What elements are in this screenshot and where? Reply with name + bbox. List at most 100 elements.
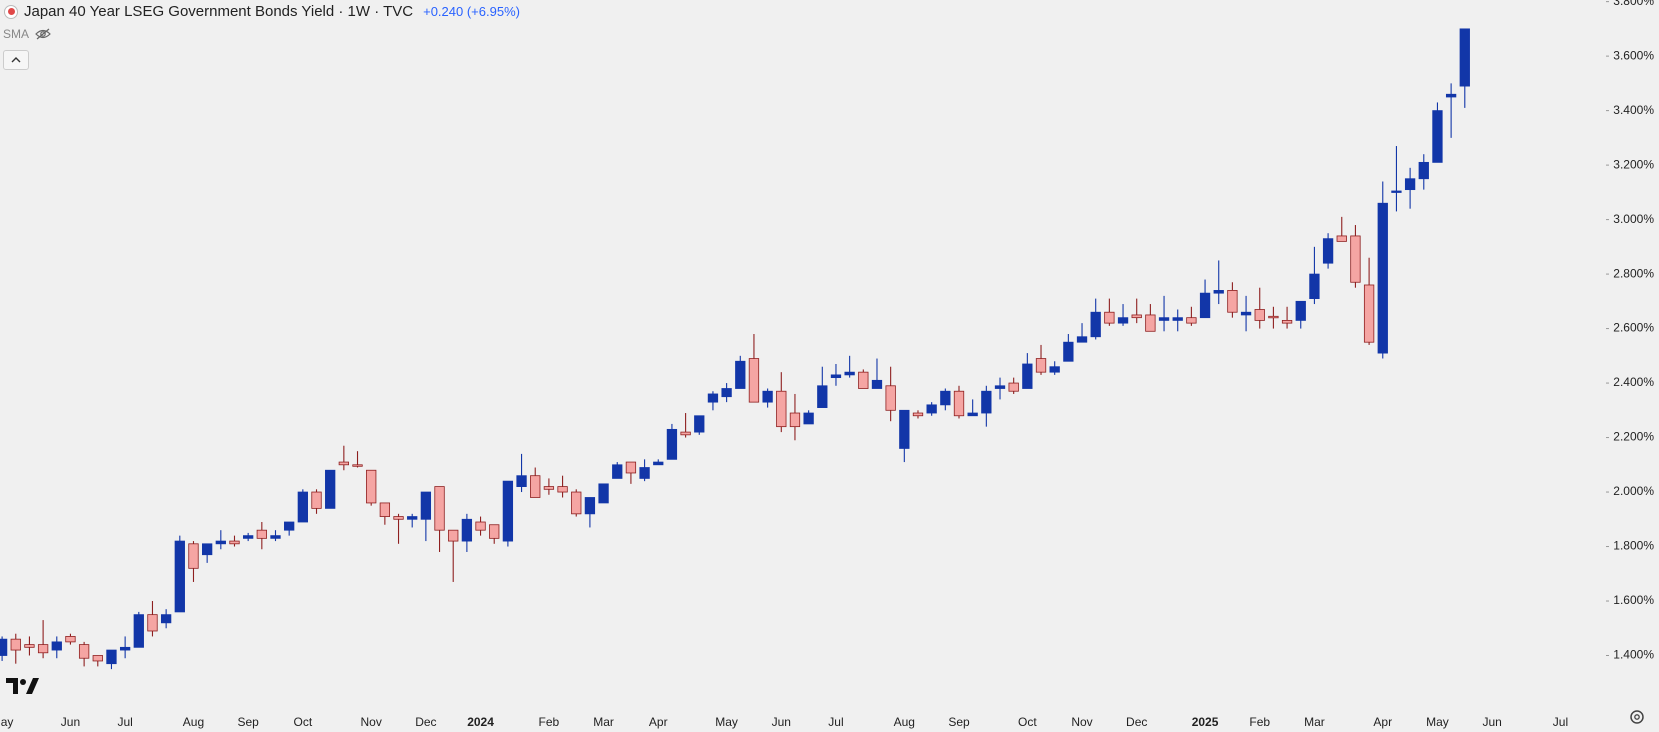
candle-body [24,644,35,648]
indicator-row[interactable]: SMA [3,27,51,41]
x-tick-label: Jul [828,715,843,729]
candle-body [530,475,541,498]
candle-body [1254,309,1265,321]
x-tick-label: Oct [1018,715,1037,729]
candle-body [448,529,459,542]
candle-body [1350,235,1361,283]
candle-body [899,409,910,449]
x-tick-label: Nov [361,715,382,729]
candle-body [885,385,896,411]
x-tick-label: Jul [117,715,132,729]
candle-body [1049,366,1060,373]
candle-body [338,461,350,466]
candle-body [160,614,172,624]
symbol-icon [4,4,18,19]
candle-body [284,521,295,531]
candle-body [379,502,391,517]
candle-body [1309,273,1320,300]
candle-body [653,461,664,466]
candle-body [1090,311,1101,338]
y-tick-label: 2.200% [1613,430,1654,444]
candle-body [571,491,582,515]
x-tick-label: 2025 [1192,715,1219,729]
settings-icon[interactable] [1630,710,1644,724]
candle-body [639,467,650,479]
candle-body [817,385,828,408]
candle-body [10,638,21,651]
x-tick-label: Jun [1482,715,1501,729]
x-tick-label: Aug [183,715,204,729]
candle-body [0,638,8,656]
candle-body [201,543,213,556]
candle-body [1008,382,1019,392]
x-tick-label: Dec [415,715,436,729]
candle-body [1199,292,1211,319]
collapse-button[interactable] [3,50,29,70]
hidden-icon[interactable] [35,28,51,40]
chart-title: Japan 40 Year LSEG Government Bonds Yiel… [24,3,414,20]
candle-body [543,486,555,490]
candle-body [748,358,760,403]
candle-body [1432,110,1443,163]
y-tick-label: 1.400% [1613,648,1654,662]
x-tick-label: Nov [1071,715,1092,729]
candle-body [393,516,404,520]
candle-body [174,540,185,613]
candle-body [65,636,76,643]
candle-body [502,480,514,542]
candle-body [1377,202,1388,354]
candle-body [1063,341,1074,362]
candle-body [612,464,623,479]
candle-body [1445,93,1457,98]
x-tick-label: Apr [649,715,668,729]
candle-body [830,374,842,379]
candle-body [735,360,746,389]
candle-body [1404,178,1416,191]
x-tick-label: Mar [1304,715,1325,729]
candle-body [557,486,568,493]
tv-logo [6,678,39,694]
candle-body [1186,317,1197,324]
y-tick-label: 2.800% [1613,266,1654,280]
x-tick-label: Jul [1553,715,1568,729]
x-tick-label: Feb [1249,715,1270,729]
x-tick-label: Dec [1126,715,1147,729]
x-tick-label: Jun [772,715,791,729]
y-tick-label: 2.000% [1613,484,1654,498]
candle-body [1035,358,1047,373]
x-tick-label: 2024 [467,715,494,729]
x-tick-label: Oct [294,715,313,729]
candle-body [1104,311,1115,324]
candle-body [1076,336,1088,343]
candle-body [953,390,965,417]
candle-body [1213,290,1224,294]
candle-body [461,518,473,542]
candle-body [981,390,992,414]
candle-body [1418,161,1429,180]
candle-body [516,475,527,487]
candle-body [78,644,90,659]
candle-body [940,390,951,406]
y-tick-label: 3.400% [1613,103,1654,117]
candle-body [106,649,117,665]
candle-body [871,379,883,389]
candle-body [598,483,609,504]
candle-body [625,461,637,474]
candle-body [420,491,432,520]
candle-body [1459,28,1470,87]
candle-body [188,543,199,569]
candle-body [666,428,678,460]
x-tick-label: Sep [948,715,970,729]
y-tick-label: 2.400% [1613,375,1654,389]
indicator-name[interactable]: SMA [3,27,30,41]
candle-body [92,655,103,662]
y-tick-label: 1.800% [1613,539,1654,553]
candle-body [1295,300,1306,321]
candle-body [147,614,158,632]
candle-body [994,385,1006,389]
candle-body [1281,319,1293,324]
candle-body [325,469,336,509]
y-tick-label: 3.600% [1613,48,1654,62]
candle-body [366,469,377,504]
candle-body [1240,311,1252,316]
